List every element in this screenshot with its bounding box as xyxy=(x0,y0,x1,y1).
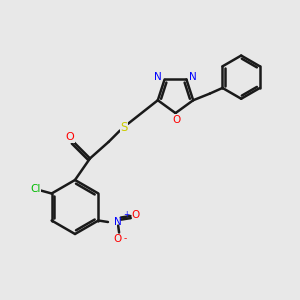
Text: -: - xyxy=(124,234,127,243)
Text: Cl: Cl xyxy=(30,184,40,194)
Text: S: S xyxy=(121,121,128,134)
Text: N: N xyxy=(189,72,197,82)
Text: +: + xyxy=(123,210,129,219)
Text: O: O xyxy=(113,234,122,244)
Text: N: N xyxy=(154,72,162,82)
Text: N: N xyxy=(114,217,122,227)
Text: O: O xyxy=(65,132,74,142)
Text: O: O xyxy=(131,210,140,220)
Text: O: O xyxy=(173,115,181,125)
